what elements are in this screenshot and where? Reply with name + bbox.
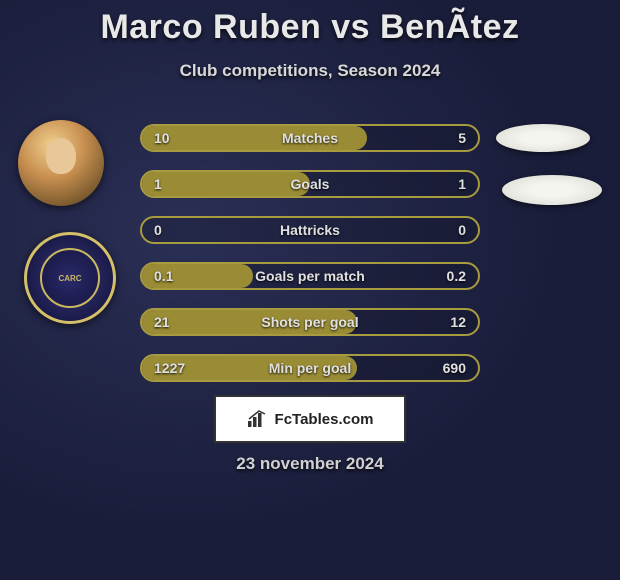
- subtitle: Club competitions, Season 2024: [0, 61, 620, 81]
- player1-avatar: [18, 120, 104, 206]
- footer-brand-text: FcTables.com: [275, 411, 374, 428]
- stat-row: 0Hattricks0: [140, 216, 480, 244]
- stat-label: Matches: [142, 130, 478, 146]
- stat-label: Min per goal: [142, 360, 478, 376]
- player2-avatar-1: [496, 124, 590, 152]
- stat-row: 10Matches5: [140, 124, 480, 152]
- stat-row: 21Shots per goal12: [140, 308, 480, 336]
- club-badge: CARC: [24, 232, 116, 324]
- player2-avatar-2: [502, 175, 602, 205]
- stat-right-value: 0.2: [447, 268, 466, 284]
- infographic-root: Marco Ruben vs BenÃ­tez Club competition…: [0, 0, 620, 580]
- stat-label: Goals per match: [142, 268, 478, 284]
- date-text: 23 november 2024: [0, 454, 620, 474]
- stat-label: Goals: [142, 176, 478, 192]
- stat-row: 1Goals1: [140, 170, 480, 198]
- stat-right-value: 5: [458, 130, 466, 146]
- chart-icon: [247, 410, 269, 428]
- stat-row: 1227Min per goal690: [140, 354, 480, 382]
- page-title: Marco Ruben vs BenÃ­tez: [0, 0, 620, 47]
- stat-label: Hattricks: [142, 222, 478, 238]
- stat-label: Shots per goal: [142, 314, 478, 330]
- footer-brand-box: FcTables.com: [214, 395, 406, 443]
- stat-right-value: 690: [443, 360, 466, 376]
- stat-right-value: 0: [458, 222, 466, 238]
- stats-list: 10Matches51Goals10Hattricks00.1Goals per…: [140, 124, 480, 400]
- stat-row: 0.1Goals per match0.2: [140, 262, 480, 290]
- stat-right-value: 1: [458, 176, 466, 192]
- club-badge-text: CARC: [40, 248, 100, 308]
- stat-right-value: 12: [450, 314, 466, 330]
